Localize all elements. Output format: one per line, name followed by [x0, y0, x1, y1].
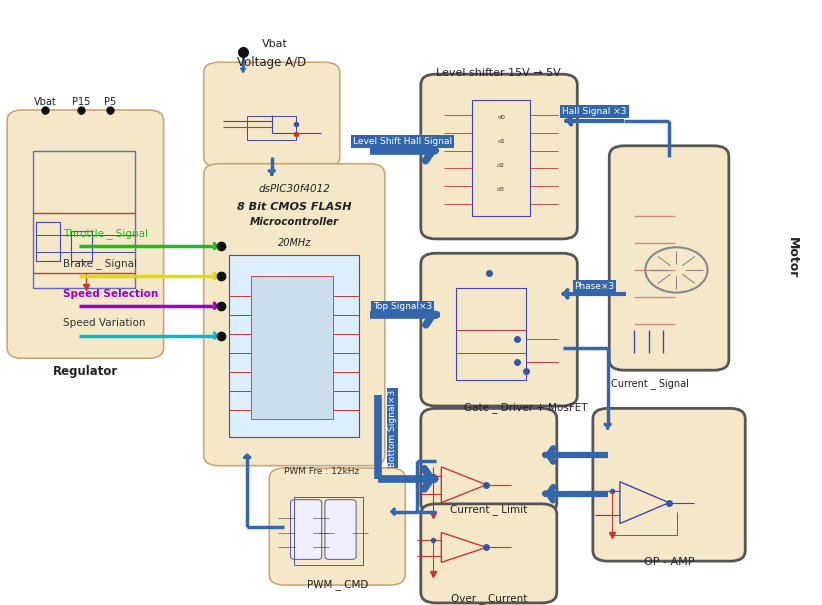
Text: P5: P5: [104, 97, 117, 107]
Text: 20MHz: 20MHz: [278, 238, 312, 248]
Text: Regulator: Regulator: [53, 365, 118, 378]
Text: Current _ Signal: Current _ Signal: [611, 378, 689, 389]
Text: Phase×3: Phase×3: [575, 282, 615, 291]
Text: Motor: Motor: [786, 237, 798, 279]
FancyBboxPatch shape: [204, 164, 385, 466]
Text: Vbat: Vbat: [262, 39, 288, 50]
Text: Brake _ Signal: Brake _ Signal: [62, 258, 136, 269]
FancyBboxPatch shape: [252, 276, 333, 419]
Text: PWM _ CMD: PWM _ CMD: [307, 580, 369, 590]
Text: d1: d1: [497, 139, 505, 144]
FancyBboxPatch shape: [421, 408, 556, 514]
FancyBboxPatch shape: [7, 110, 164, 358]
Text: d2: d2: [497, 163, 505, 168]
Text: Speed Selection: Speed Selection: [62, 289, 158, 299]
Text: P15: P15: [72, 97, 90, 107]
Text: Over _ Current: Over _ Current: [450, 593, 527, 604]
Text: Throttle _ Signal: Throttle _ Signal: [62, 228, 148, 239]
Text: d3: d3: [497, 187, 505, 192]
FancyBboxPatch shape: [421, 253, 577, 406]
Text: Voltage A/D: Voltage A/D: [237, 56, 307, 69]
Text: PWM Fre : 12kHz: PWM Fre : 12kHz: [284, 466, 359, 476]
Text: Hall Signal ×3: Hall Signal ×3: [562, 107, 626, 116]
Text: d0: d0: [497, 116, 505, 120]
Text: Vbat: Vbat: [34, 97, 56, 107]
FancyBboxPatch shape: [593, 408, 746, 561]
FancyBboxPatch shape: [270, 468, 405, 585]
Text: Gate _ Driver + MosFET: Gate _ Driver + MosFET: [464, 402, 588, 413]
FancyBboxPatch shape: [609, 146, 729, 370]
FancyBboxPatch shape: [421, 504, 556, 603]
Text: Current _ Limit: Current _ Limit: [450, 505, 528, 515]
FancyBboxPatch shape: [229, 255, 358, 437]
FancyBboxPatch shape: [325, 500, 356, 560]
Text: Level Shift Hall Signal: Level Shift Hall Signal: [353, 137, 452, 146]
Text: Microcontroller: Microcontroller: [250, 217, 339, 227]
Text: dsPIC30f4012: dsPIC30f4012: [259, 185, 330, 194]
FancyBboxPatch shape: [290, 500, 321, 560]
Text: Bottom Signal×3: Bottom Signal×3: [388, 390, 397, 466]
FancyBboxPatch shape: [421, 74, 577, 239]
FancyBboxPatch shape: [204, 62, 339, 168]
Text: Speed Variation: Speed Variation: [62, 318, 145, 329]
Text: OP - AMP: OP - AMP: [644, 557, 695, 567]
Text: 8 Bit CMOS FLASH: 8 Bit CMOS FLASH: [238, 202, 352, 212]
Text: Level shifter 15V → 5V: Level shifter 15V → 5V: [436, 68, 561, 78]
Text: Top Signal×3: Top Signal×3: [373, 302, 432, 312]
